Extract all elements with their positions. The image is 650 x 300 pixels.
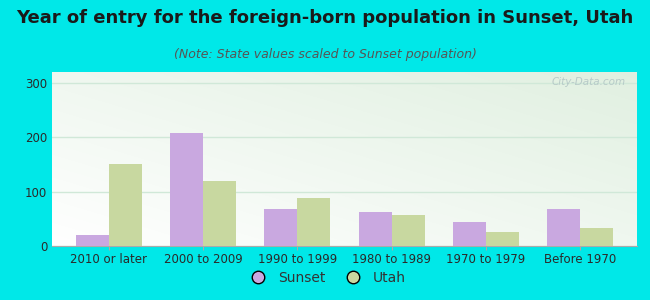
Bar	[359, 212, 392, 246]
Bar	[203, 181, 236, 246]
Bar	[453, 221, 486, 246]
Bar	[170, 133, 203, 246]
Bar	[547, 209, 580, 246]
Bar	[297, 198, 330, 246]
Text: City-Data.com: City-Data.com	[551, 77, 625, 87]
Bar	[265, 209, 297, 246]
Bar	[392, 215, 424, 246]
Text: Year of entry for the foreign-born population in Sunset, Utah: Year of entry for the foreign-born popul…	[16, 9, 634, 27]
Bar	[75, 235, 109, 246]
Legend: Sunset, Utah: Sunset, Utah	[239, 265, 411, 290]
Text: (Note: State values scaled to Sunset population): (Note: State values scaled to Sunset pop…	[174, 48, 476, 61]
Bar	[580, 228, 614, 246]
Bar	[486, 232, 519, 246]
Bar	[109, 164, 142, 246]
